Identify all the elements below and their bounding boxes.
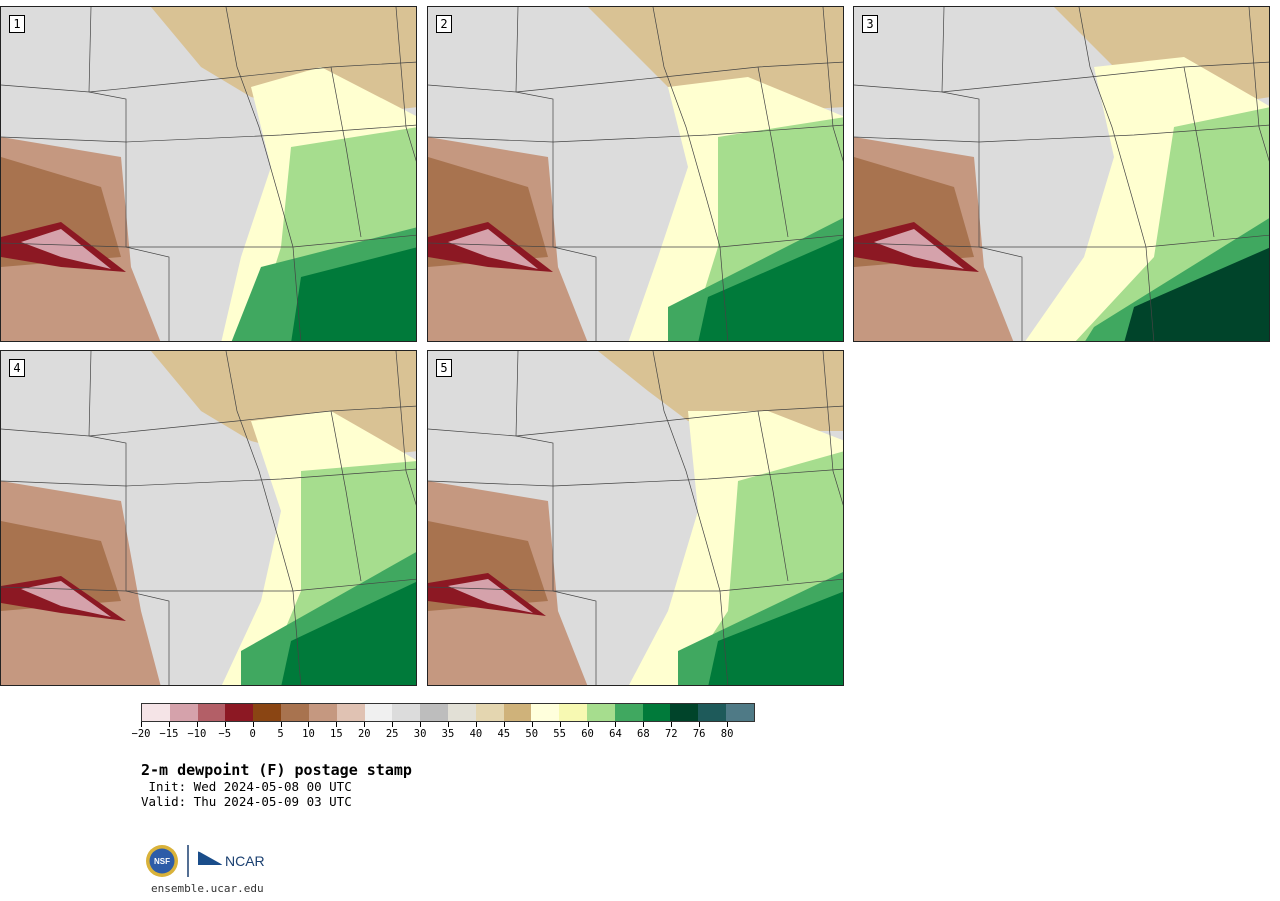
colorbar-tick-label: 15 xyxy=(330,728,343,740)
nsf-logo-text: NSF xyxy=(154,857,170,866)
colorbar-swatch xyxy=(169,704,198,721)
colorbar-tick xyxy=(280,722,282,727)
panel-number: 4 xyxy=(9,359,25,377)
colorbar-tick-label: 60 xyxy=(581,728,594,740)
colorbar-swatch xyxy=(698,704,727,721)
colorbar-tick xyxy=(420,722,422,727)
colorbar-tick-label: −5 xyxy=(218,728,232,740)
colorbar-tick-label: −10 xyxy=(187,728,207,740)
colorbar-swatch xyxy=(225,704,254,721)
colorbar-tick xyxy=(336,722,338,727)
colorbar-tick-label: 25 xyxy=(385,728,399,740)
init-time: Init: Wed 2024-05-08 00 UTC xyxy=(141,779,352,794)
dewpoint-map xyxy=(854,7,1270,342)
colorbar-swatch xyxy=(475,704,504,721)
colorbar-tick xyxy=(168,722,170,727)
colorbar-swatch xyxy=(281,704,309,721)
colorbar-swatch xyxy=(559,704,587,721)
colorbar-swatch xyxy=(420,704,448,721)
colorbar-swatch xyxy=(142,704,170,721)
dewpoint-map xyxy=(1,351,417,686)
ncar-logo-text: NCAR xyxy=(225,853,265,869)
colorbar-tick xyxy=(308,722,310,727)
colorbar-tick-label: 45 xyxy=(497,728,511,740)
colorbar-tick xyxy=(559,722,561,727)
dewpoint-map xyxy=(428,351,844,686)
colorbar-tick xyxy=(615,722,617,727)
colorbar-swatch xyxy=(531,704,560,721)
colorbar-tick xyxy=(196,722,198,727)
panel-number: 3 xyxy=(862,15,878,33)
colorbar-tick-label: 55 xyxy=(553,728,566,740)
colorbar-tick-label: 30 xyxy=(413,728,427,740)
colorbar-tick xyxy=(671,722,673,727)
map-panel-2: 2 xyxy=(427,6,844,342)
url-text: ensemble.ucar.edu xyxy=(151,882,264,895)
colorbar-tick-label: 40 xyxy=(469,728,483,740)
colorbar-tick xyxy=(587,722,589,727)
dewpoint-map xyxy=(1,7,417,342)
panel-number: 5 xyxy=(436,359,452,377)
colorbar-tick xyxy=(364,722,366,727)
dewpoint-map xyxy=(428,7,844,342)
ncar-logo-icon: NCAR xyxy=(197,850,265,869)
colorbar-tick-label: 72 xyxy=(664,728,678,740)
colorbar-tick xyxy=(643,722,645,727)
colorbar-tick xyxy=(475,722,477,727)
map-panel-3: 3 xyxy=(853,6,1270,342)
colorbar-tick-label: 35 xyxy=(441,728,455,740)
colorbar-swatch xyxy=(614,704,643,721)
colorbar-swatch xyxy=(308,704,337,721)
colorbar-swatch xyxy=(253,704,282,721)
colorbar-tick xyxy=(531,722,533,727)
colorbar-swatch xyxy=(642,704,671,721)
colorbar-tick-label: 5 xyxy=(277,728,284,740)
nsf-logo-icon: NSF xyxy=(146,845,178,877)
colorbar xyxy=(141,703,755,722)
colorbar-swatch xyxy=(670,704,699,721)
colorbar-tick-label: 20 xyxy=(357,728,371,740)
panel-number: 1 xyxy=(9,15,25,33)
colorbar-tick xyxy=(392,722,394,727)
chart-title: 2-m dewpoint (F) postage stamp xyxy=(141,761,412,779)
map-panel-4: 4 xyxy=(0,350,417,686)
colorbar-swatch xyxy=(392,704,421,721)
colorbar-tick xyxy=(448,722,449,727)
colorbar-swatch xyxy=(336,704,365,721)
colorbar-tick xyxy=(252,722,254,727)
colorbar-tick xyxy=(699,722,701,727)
colorbar-tick xyxy=(503,722,505,727)
colorbar-tick xyxy=(141,722,142,727)
colorbar-tick-label: −20 xyxy=(131,728,151,740)
map-panel-1: 1 xyxy=(0,6,417,342)
colorbar-tick xyxy=(727,722,729,727)
map-panel-5: 5 xyxy=(427,350,844,686)
valid-time: Valid: Thu 2024-05-09 03 UTC xyxy=(141,794,352,809)
colorbar-swatch xyxy=(587,704,615,721)
logos: NSF NCAR xyxy=(146,845,265,877)
colorbar-tick-label: 80 xyxy=(720,728,734,740)
colorbar-swatch xyxy=(726,704,754,721)
colorbar-tick xyxy=(224,722,226,727)
colorbar-tick-label: −15 xyxy=(159,728,179,740)
colorbar-tick-label: 0 xyxy=(249,728,256,740)
colorbar-swatch xyxy=(447,704,476,721)
colorbar-tick-label: 50 xyxy=(525,728,539,740)
colorbar-tick-label: 64 xyxy=(609,728,622,740)
panel-number: 2 xyxy=(436,15,452,33)
colorbar-swatch xyxy=(197,704,226,721)
colorbar-tick-label: 76 xyxy=(692,728,706,740)
colorbar-tick-label: 68 xyxy=(637,728,650,740)
colorbar-swatch xyxy=(364,704,393,721)
colorbar-swatch xyxy=(503,704,532,721)
colorbar-tick-label: 10 xyxy=(302,728,315,740)
